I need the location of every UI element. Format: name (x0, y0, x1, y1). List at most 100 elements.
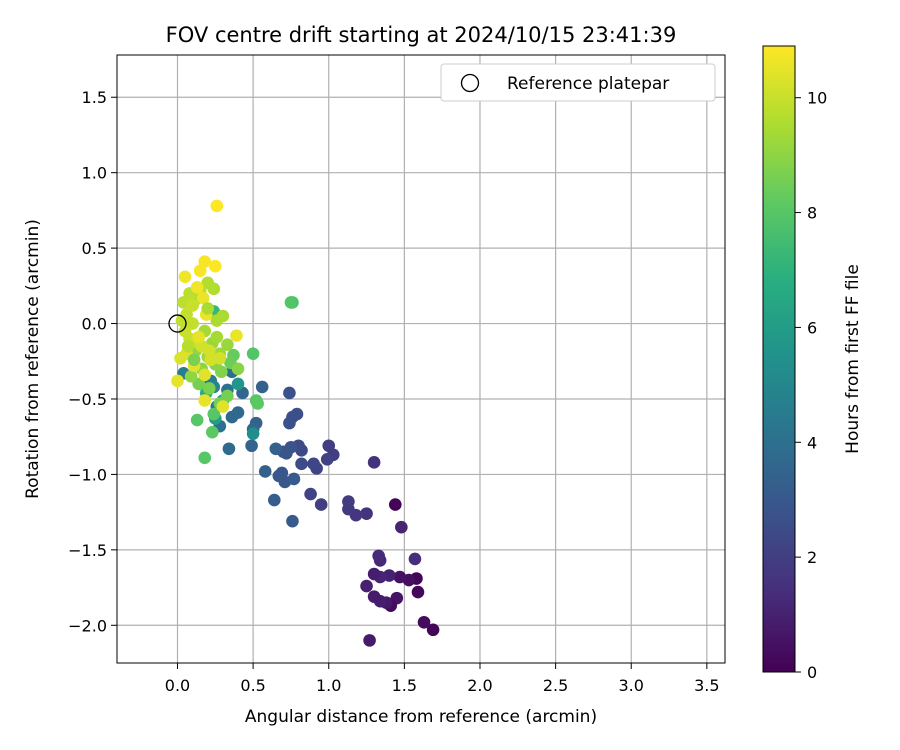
data-point (287, 472, 301, 486)
x-tick-label: 1.5 (392, 676, 417, 695)
x-tick-label: 2.0 (467, 676, 492, 695)
reference-platepar-marker (168, 314, 187, 333)
colorbar-label: Hours from first FF file (843, 264, 863, 454)
legend-box (440, 63, 716, 102)
legend-marker-icon (460, 73, 480, 93)
data-point (216, 309, 230, 323)
data-point (178, 270, 192, 284)
y-tick-label: −1.0 (68, 465, 107, 484)
plot-frame (116, 54, 726, 664)
data-point (245, 439, 258, 453)
x-tick-label: 0.5 (240, 676, 265, 695)
data-point (198, 255, 212, 268)
data-point (171, 374, 184, 388)
data-point (388, 498, 402, 511)
data-point (225, 410, 239, 424)
data-points (171, 199, 440, 647)
y-axis-label: Rotation from reference (arcmin) (23, 219, 43, 499)
x-tick-label: 0.0 (165, 676, 190, 695)
data-point (231, 377, 245, 391)
data-point (246, 347, 260, 361)
data-point (190, 413, 204, 427)
data-point (190, 281, 204, 294)
data-point (221, 389, 234, 403)
data-point (210, 199, 224, 213)
data-point (272, 469, 286, 483)
data-point (320, 453, 334, 466)
colorbar-tick-label: 6 (807, 318, 817, 337)
data-point (367, 456, 381, 469)
data-point (222, 442, 236, 456)
data-point (283, 416, 296, 430)
data-point (411, 585, 425, 599)
data-point (426, 623, 440, 637)
data-point (198, 451, 212, 465)
data-point (283, 386, 296, 400)
data-point (314, 498, 328, 511)
data-point (192, 330, 205, 344)
data-point (175, 314, 189, 327)
data-point (269, 442, 283, 456)
data-point (201, 302, 215, 315)
data-point (393, 570, 407, 584)
y-tick-label: 1.0 (82, 164, 107, 183)
data-point (363, 634, 376, 647)
data-point (246, 427, 260, 440)
y-tick-label: −1.5 (68, 541, 107, 560)
colorbar-tick-label: 2 (807, 548, 817, 567)
data-point (286, 514, 299, 528)
legend-entry: Reference platepar (507, 74, 669, 94)
data-point (295, 457, 308, 471)
data-point (342, 495, 355, 508)
data-point (210, 330, 224, 344)
data-point (372, 549, 385, 563)
data-point (417, 615, 431, 629)
data-point (408, 552, 422, 566)
colorbar-ticks: 0 2 4 6 8 10 (795, 89, 827, 682)
y-tick-label: −2.0 (68, 616, 107, 635)
grid (117, 55, 725, 663)
data-point (216, 400, 230, 413)
data-point (198, 394, 212, 407)
data-point (205, 425, 219, 439)
data-point (267, 493, 281, 507)
y-tick-label: 0.0 (82, 315, 107, 334)
colorbar-tick-label: 10 (807, 89, 827, 108)
x-tick-label: 1.0 (316, 676, 341, 695)
legend: Reference platepar (440, 63, 716, 102)
data-point (258, 465, 272, 478)
data-point (187, 353, 201, 367)
colorbar-tick-label: 0 (807, 663, 817, 682)
data-point (209, 259, 222, 273)
colorbar (762, 45, 796, 673)
colorbar-tick-label: 8 (807, 204, 817, 223)
data-point (307, 457, 320, 471)
data-point (204, 353, 218, 367)
data-point (360, 507, 373, 520)
data-point (395, 520, 408, 534)
data-point (221, 338, 234, 351)
data-point (322, 439, 336, 453)
x-axis-label: Angular distance from reference (arcmin) (245, 707, 597, 727)
x-tick-label: 2.5 (543, 676, 568, 695)
data-point (202, 382, 216, 395)
data-point (230, 329, 243, 342)
y-tick-label: 0.5 (82, 239, 107, 258)
data-point (367, 567, 381, 581)
data-point (255, 380, 269, 394)
colorbar-tick-label: 4 (807, 433, 817, 452)
data-point (181, 339, 195, 353)
data-point (198, 368, 212, 382)
x-tick-label: 3.5 (694, 676, 719, 695)
y-tick-label: 1.5 (82, 88, 107, 107)
data-point (304, 487, 317, 501)
chart-title: FOV centre drift starting at 2024/10/15 … (166, 23, 677, 47)
data-point (174, 351, 187, 365)
x-tick-label: 3.0 (619, 676, 644, 695)
data-point (367, 590, 381, 603)
data-point (231, 362, 245, 376)
data-point (186, 299, 199, 312)
data-point (196, 291, 210, 305)
data-point (284, 296, 298, 309)
